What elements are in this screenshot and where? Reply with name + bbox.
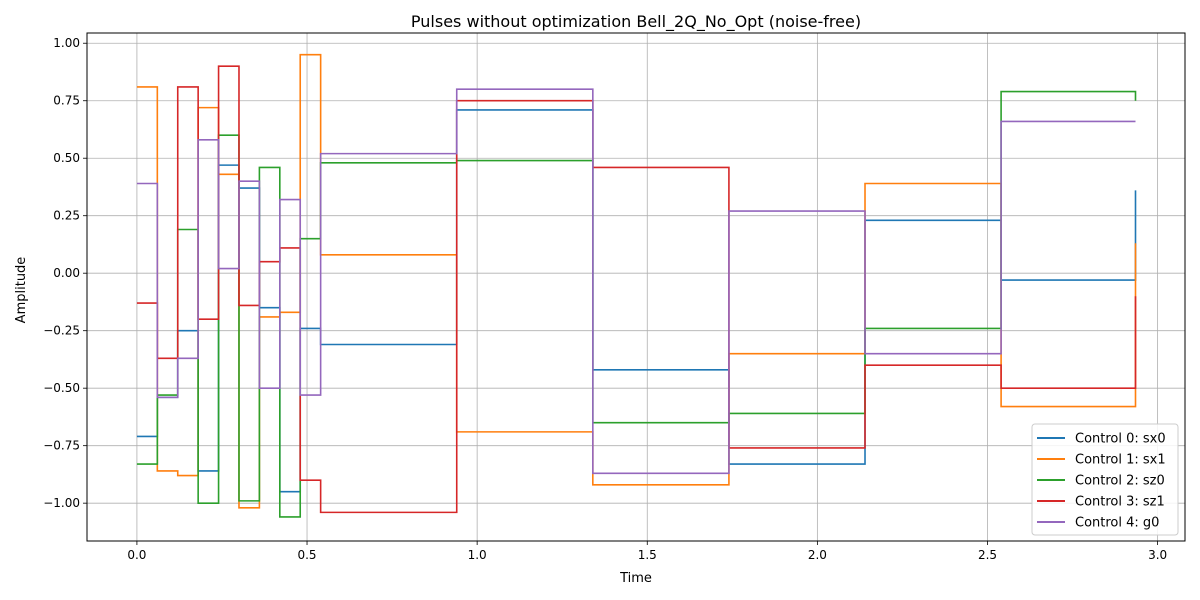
x-tick-label: 2.5 — [978, 548, 997, 562]
series-line-control-4 — [136, 88, 1136, 475]
legend-label: Control 0: sx0 — [1075, 432, 1166, 447]
x-tick-label: 1.0 — [468, 548, 487, 562]
y-tick-label: 0.00 — [53, 266, 80, 280]
legend: Control 0: sx0 Control 1: sx1 Control 2: s… — [1031, 423, 1179, 536]
y-tick-label: −0.50 — [43, 381, 80, 395]
x-tick-label: 0.5 — [297, 548, 316, 562]
x-tick-label: 2.0 — [808, 548, 827, 562]
ticks: 0.0 0.5 1.0 1.5 2.0 2.5 3.0 −1.00 −0.75 −0.50 −0.2… — [43, 36, 1167, 562]
x-axis-label: Time — [619, 571, 652, 586]
y-tick-label: −0.25 — [43, 324, 80, 338]
x-tick-label: 3.0 — [1148, 548, 1167, 562]
y-tick-label: −1.00 — [43, 496, 80, 510]
chart-title: Pulses without optimization Bell_2Q_No_O… — [411, 12, 861, 32]
x-tick-label: 0.0 — [127, 548, 146, 562]
series-layer — [136, 53, 1137, 518]
y-tick-label: 1.00 — [53, 36, 80, 50]
y-tick-label: 0.75 — [53, 94, 80, 108]
y-axis-label: Amplitude — [14, 257, 29, 324]
legend-label: Control 1: sx1 — [1075, 453, 1166, 468]
legend-label: Control 2: sz0 — [1075, 474, 1165, 489]
y-tick-label: −0.75 — [43, 439, 80, 453]
y-tick-label: 0.50 — [53, 151, 80, 165]
y-tick-label: 0.25 — [53, 209, 80, 223]
legend-box — [1031, 423, 1179, 536]
x-tick-label: 1.5 — [638, 548, 657, 562]
legend-label: Control 4: g0 — [1075, 516, 1159, 531]
plot-frame — [86, 32, 1186, 542]
plot-area — [87, 33, 1185, 541]
legend-label: Control 3: sz1 — [1075, 495, 1165, 510]
